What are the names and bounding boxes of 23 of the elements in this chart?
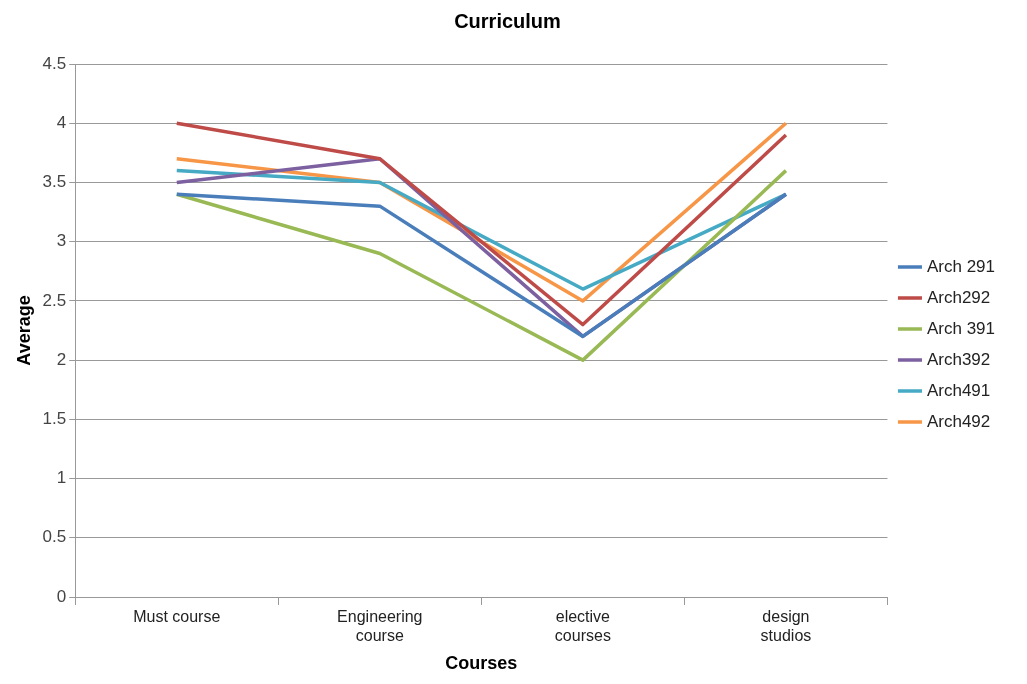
legend-label: Arch 291 [926,256,996,276]
y-tick-label: 3.5 [42,172,67,192]
x-tick-label: Must course [133,608,221,626]
legend-label: Arch 391 [926,318,996,338]
y-tick-label: 0.5 [42,527,67,547]
y-tick-label: 4.5 [42,53,67,73]
y-tick-label: 1 [56,468,67,488]
y-tick-label: 1.5 [42,409,67,429]
legend-label: Arch292 [926,287,991,307]
legend-label: Arch392 [926,349,991,369]
x-tick-label: Engineering course [337,608,423,645]
x-tick-label: elective courses [554,608,611,645]
y-tick-label: 2 [56,349,67,369]
legend-label: Arch491 [926,380,991,400]
legend-label: Arch492 [926,411,991,431]
x-tick-label: design studios [760,608,812,645]
chart-title: Curriculum [454,9,561,32]
y-axis-title: Average [13,295,34,366]
x-axis-title: Courses [445,653,518,674]
y-tick-label: 2.5 [42,290,67,310]
y-tick-label: 0 [56,586,67,606]
y-tick-label: 3 [56,231,67,251]
y-tick-label: 4 [56,112,67,132]
